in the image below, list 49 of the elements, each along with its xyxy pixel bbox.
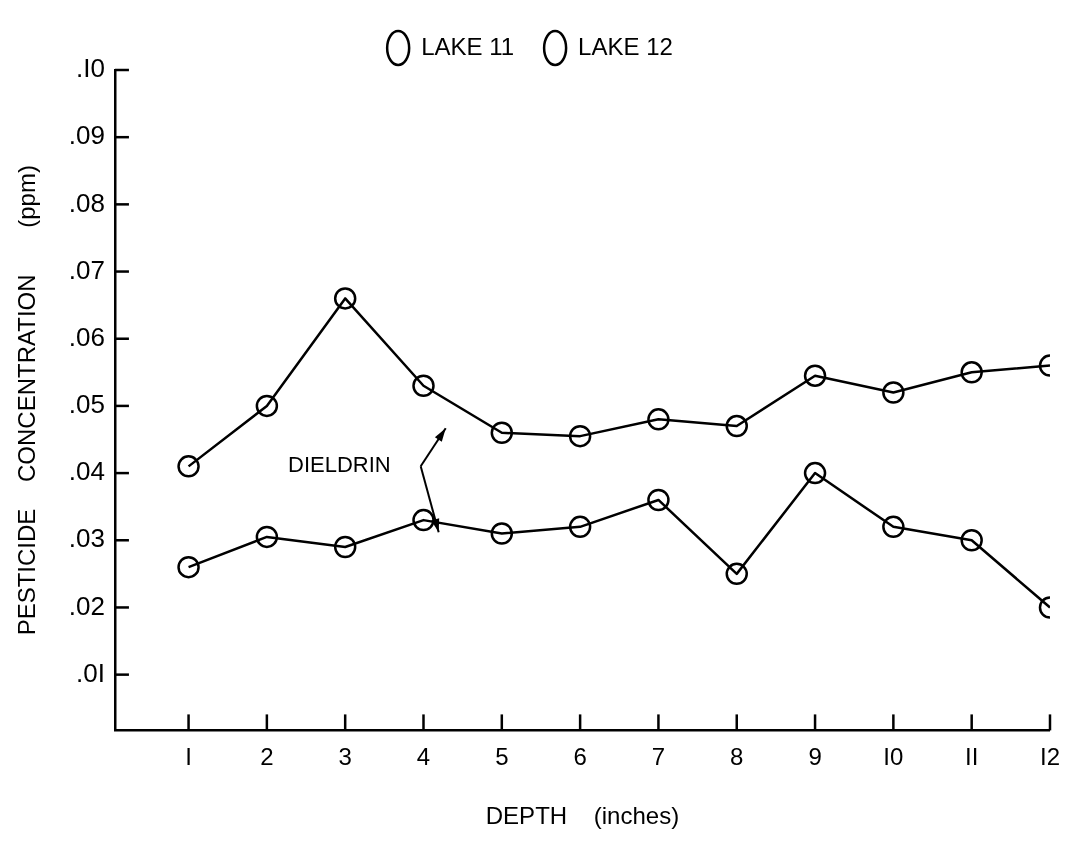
x-tick-label: 5 [495,743,509,771]
x-tick-label: 9 [808,743,822,771]
y-tick-label: .06 [68,321,105,352]
x-tick-label: 8 [730,743,744,771]
x-tick-label: 2 [260,743,274,771]
y-tick-label: .02 [68,590,105,621]
point [882,515,905,539]
point [333,535,357,559]
x-axis-title: DEPTH (inches) [485,802,680,830]
legend-label: LAKE 11 [421,32,515,60]
point [647,488,670,512]
point [647,408,670,431]
point [882,381,905,404]
point [725,562,748,586]
point [177,555,200,579]
point [412,508,435,532]
point [490,522,514,545]
x-tick-label: I2 [1039,743,1060,771]
point [177,455,200,478]
x-tick-label: II [965,743,979,771]
point [490,421,514,445]
x-tick-label: 3 [338,743,352,771]
y-tick-label: .I0 [76,53,105,84]
x-tick-label: 4 [416,743,431,771]
point [333,287,357,310]
y-tick-label: .03 [68,523,105,554]
y-tick-label: .09 [68,120,105,151]
legend-label: LAKE 12 [578,32,673,60]
point [255,525,279,549]
point [803,364,827,387]
point [960,361,983,384]
x-tick-label: 6 [573,743,587,771]
x-tick-label: I [185,743,192,771]
y-tick-label: .0I [76,657,105,688]
y-axis-title: PESTICIDE CONCENTRATION (ppm) [13,165,41,636]
x-tick-label: 7 [651,743,666,771]
x-tick-label: I0 [883,743,904,771]
y-tick-label: .04 [68,456,105,487]
y-tick-label: .07 [68,254,105,285]
annotation: DIELDRIN [288,452,391,478]
point [255,394,279,418]
point [412,374,435,398]
point [960,529,983,552]
point [568,515,592,539]
y-tick-label: .08 [68,187,105,218]
point [568,424,592,448]
point [725,414,748,438]
y-tick-label: .05 [68,389,105,420]
point [803,461,827,485]
